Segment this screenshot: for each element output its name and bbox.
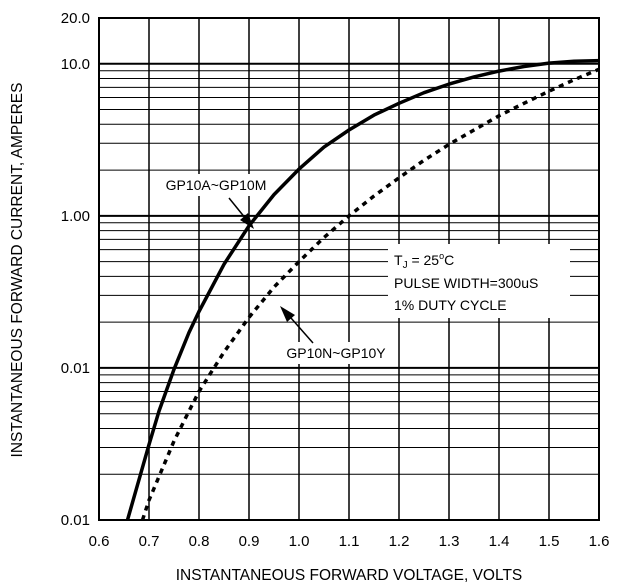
annotation-gp10n-gp10y: GP10N~GP10Y [286, 345, 386, 361]
annotation-arrow-gp10n [290, 317, 314, 344]
x-tick-label: 1.2 [389, 533, 410, 550]
x-tick-labels: 0.6 0.7 0.8 0.9 1.0 1.1 1.2 1.3 1.4 1.5 1.6 [89, 533, 610, 550]
x-tick-label: 1.0 [289, 533, 310, 550]
condition-duty-cycle: 1% DUTY CYCLE [394, 297, 507, 313]
annotation-arrowhead-gp10n [280, 306, 295, 322]
condition-pulse-width: PULSE WIDTH=300uS [394, 275, 538, 291]
series-line-2 [140, 67, 600, 521]
series-layer [125, 58, 600, 521]
y-tick-label: 0.01 [61, 360, 90, 377]
x-tick-label: 1.4 [489, 533, 510, 550]
annotation-bg-gp10n [278, 342, 394, 364]
annotation-bg-gp10a [162, 174, 270, 196]
x-tick-label: 1.3 [439, 533, 460, 550]
x-tick-label: 0.8 [189, 533, 210, 550]
y-axis-label: INSTANTANEOUS FORWARD CURRENT, AMPERES [9, 83, 26, 458]
y-tick-label: 0.01 [61, 512, 90, 529]
x-tick-label: 0.9 [239, 533, 260, 550]
plot-frame [98, 17, 600, 521]
condition-tj: TJ = 25oC [394, 251, 454, 271]
y-tick-labels: 20.0 10.0 1.00 0.01 0.01 [61, 10, 90, 529]
y-tick-label: 1.00 [61, 208, 90, 225]
conditions-box-bg [388, 244, 570, 318]
x-tick-label: 0.6 [89, 533, 110, 550]
y-tick-label: 10.0 [61, 56, 90, 73]
annotation-gp10a-gp10m: GP10A~GP10M [166, 177, 267, 193]
annotation-arrowhead-gp10a [240, 213, 254, 229]
annotation-arrow-gp10a [228, 197, 247, 220]
x-tick-label: 1.6 [589, 533, 610, 550]
x-tick-label: 1.1 [339, 533, 360, 550]
x-tick-label: 0.7 [139, 533, 160, 550]
series-line-1 [125, 58, 600, 521]
x-axis-label: INSTANTANEOUS FORWARD VOLTAGE, VOLTS [176, 567, 523, 584]
y-tick-label: 20.0 [61, 10, 90, 27]
x-tick-label: 1.5 [539, 533, 560, 550]
